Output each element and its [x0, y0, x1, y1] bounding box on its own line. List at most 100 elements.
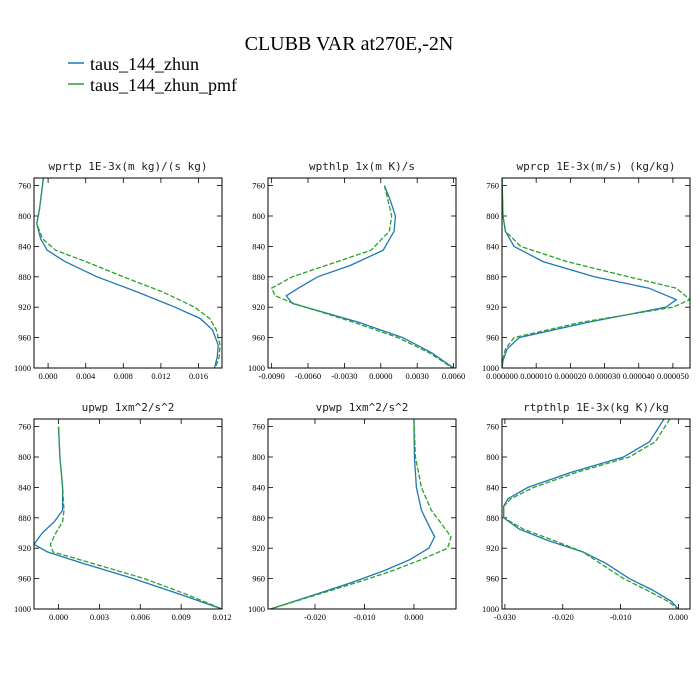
- x-tick-label: 0.016: [189, 371, 208, 381]
- panel-5: vpwp 1xm^2/s^2 760 800 840 880 920 960 1000 -0.0…: [248, 401, 457, 622]
- legend-label-zhun: taus_144_zhun: [90, 54, 199, 74]
- y-tick-label: 1000: [482, 604, 499, 614]
- y-tick-label: 800: [18, 452, 31, 462]
- panel-4: upwp 1xm^2/s^2 760 800 840 880 920 960 1000 0.00…: [14, 401, 232, 622]
- y-tick-label: 800: [18, 211, 31, 221]
- y-tick-label: 840: [18, 482, 31, 492]
- series-line-zhun-pmf: [270, 419, 452, 609]
- x-tick-label: -0.010: [610, 612, 632, 622]
- x-tick-label: 0.006: [131, 612, 150, 622]
- series-line-zhun: [285, 185, 454, 368]
- series-line-zhun-pmf: [270, 185, 453, 368]
- legend-label-zhun-pmf: taus_144_zhun_pmf: [90, 75, 237, 95]
- x-tick-label: 0.0060: [442, 371, 465, 381]
- x-tick-label: 0.009: [172, 612, 191, 622]
- series-line-zhun: [502, 178, 678, 368]
- y-tick-label: 880: [486, 513, 499, 523]
- y-tick-label: 760: [252, 181, 265, 191]
- x-tick-label: 0.000040: [623, 371, 655, 381]
- y-tick-label: 920: [252, 543, 265, 553]
- x-tick-label: 0.000050: [657, 371, 689, 381]
- panel-title: vpwp 1xm^2/s^2: [316, 401, 409, 414]
- x-tick-label: 0.000: [669, 612, 688, 622]
- panel-frame: [501, 177, 691, 369]
- y-tick-label: 880: [18, 513, 31, 523]
- panel-frame: [33, 418, 223, 610]
- y-tick-label: 960: [252, 574, 265, 584]
- y-tick-label: 960: [18, 333, 31, 343]
- y-tick-label: 880: [18, 272, 31, 282]
- x-tick-label: -0.0030: [331, 371, 357, 381]
- y-tick-label: 960: [252, 333, 265, 343]
- x-tick-label: -0.0090: [259, 371, 285, 381]
- y-tick-label: 760: [252, 422, 265, 432]
- y-tick-label: 1000: [248, 604, 265, 614]
- y-tick-label: 880: [252, 513, 265, 523]
- y-tick-label: 840: [486, 482, 499, 492]
- panel-frame: [501, 418, 691, 610]
- series-line-zhun: [270, 419, 436, 609]
- x-tick-label: 0.003: [90, 612, 109, 622]
- panel-2: wpthlp 1x(m K)/s7608008408809209601000-0…: [248, 160, 465, 381]
- y-tick-label: 1000: [482, 363, 499, 373]
- panel-frame: [33, 177, 223, 369]
- panel-title: wprcp 1E-3x(m/s) (kg/kg): [517, 160, 676, 173]
- y-tick-label: 800: [252, 452, 265, 462]
- series-line-zhun-pmf: [503, 419, 679, 609]
- y-tick-label: 920: [252, 302, 265, 312]
- panels: wprtp 1E-3x(m kg)/(s kg) 760 800 840 880 920 9…: [14, 160, 691, 622]
- y-tick-label: 760: [486, 422, 499, 432]
- y-tick-label: 760: [18, 181, 31, 191]
- y-tick-label: 920: [18, 543, 31, 553]
- x-tick-label: 0.0030: [405, 371, 428, 381]
- y-tick-label: 840: [252, 482, 265, 492]
- x-tick-label: -0.020: [552, 612, 574, 622]
- y-tick-label: 960: [486, 333, 499, 343]
- panel-title: wprtp 1E-3x(m kg)/(s kg): [49, 160, 208, 173]
- y-tick-label: 840: [486, 241, 499, 251]
- x-tick-label: 0.0000: [369, 371, 392, 381]
- panel-frame: [267, 418, 457, 610]
- x-tick-label: 0.000: [49, 612, 68, 622]
- x-tick-label: 0.000010: [520, 371, 552, 381]
- series-line-zhun: [36, 178, 219, 368]
- panel-1: wprtp 1E-3x(m kg)/(s kg) 760 800 840 880 920 9…: [14, 160, 223, 381]
- x-tick-label: -0.030: [494, 612, 516, 622]
- x-tick-label: 0.000020: [554, 371, 586, 381]
- x-tick-label: -0.020: [304, 612, 326, 622]
- x-tick-label: -0.0060: [295, 371, 321, 381]
- panel-3: wprcp 1E-3x(m/s) (kg/kg) 760 800 840 880 920 9…: [482, 160, 691, 381]
- panel-frame: [267, 177, 457, 369]
- panel-title: wpthlp 1x(m K)/s: [309, 160, 415, 173]
- y-tick-label: 840: [252, 241, 265, 251]
- x-tick-label: 0.000: [39, 371, 58, 381]
- x-tick-label: 0.000000: [486, 371, 518, 381]
- y-tick-label: 920: [18, 302, 31, 312]
- x-tick-label: 0.012: [151, 371, 170, 381]
- y-tick-label: 760: [486, 181, 499, 191]
- panel-title: rtpthlp 1E-3x(kg K)/kg: [523, 401, 669, 414]
- y-tick-label: 800: [486, 211, 499, 221]
- y-tick-label: 1000: [14, 604, 31, 614]
- series-line-zhun-pmf: [502, 178, 690, 368]
- y-tick-label: 920: [486, 543, 499, 553]
- y-tick-label: 840: [18, 241, 31, 251]
- series-line-zhun-pmf: [36, 178, 221, 368]
- panel-6: rtpthlp 1E-3x(kg K)/kg 760 800 840 880 920 960…: [482, 401, 691, 622]
- x-tick-label: -0.010: [353, 612, 375, 622]
- y-tick-label: 920: [486, 302, 499, 312]
- panel-title: upwp 1xm^2/s^2: [82, 401, 175, 414]
- y-tick-label: 960: [18, 574, 31, 584]
- y-tick-label: 1000: [14, 363, 31, 373]
- figure-title: CLUBB VAR at270E,-2N: [245, 33, 454, 55]
- series-line-zhun: [34, 426, 222, 609]
- x-tick-label: 0.000: [404, 612, 423, 622]
- y-tick-label: 1000: [248, 363, 265, 373]
- y-tick-label: 960: [486, 574, 499, 584]
- y-tick-label: 800: [486, 452, 499, 462]
- x-tick-label: 0.004: [76, 371, 96, 381]
- y-tick-label: 800: [252, 211, 265, 221]
- y-tick-label: 760: [18, 422, 31, 432]
- x-tick-label: 0.000030: [589, 371, 621, 381]
